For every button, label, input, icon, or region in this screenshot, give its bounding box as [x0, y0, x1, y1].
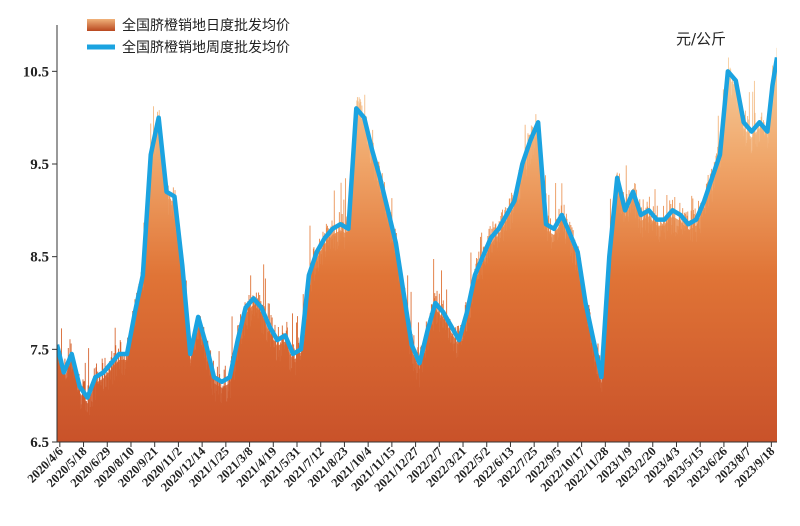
- y-tick-label: 8.5: [30, 250, 49, 266]
- unit-label: 元/公斤: [676, 30, 726, 48]
- y-tick-label: 9.5: [30, 157, 49, 173]
- legend-swatch-daily: [87, 19, 115, 31]
- legend: 全国脐橙销地日度批发均价 全国脐橙销地周度批发均价: [87, 17, 290, 56]
- legend-label-daily: 全国脐橙销地日度批发均价: [122, 17, 290, 34]
- daily-price-columns: [57, 47, 777, 442]
- axes: [56, 25, 777, 443]
- y-tick-label: 7.5: [30, 342, 49, 358]
- daily-price-series: [57, 47, 777, 442]
- legend-label-weekly: 全国脐橙销地周度批发均价: [122, 39, 290, 56]
- y-tick-label: 10.5: [23, 64, 49, 80]
- y-tick-label: 6.5: [30, 435, 49, 451]
- weekly-price-line: [57, 57, 777, 400]
